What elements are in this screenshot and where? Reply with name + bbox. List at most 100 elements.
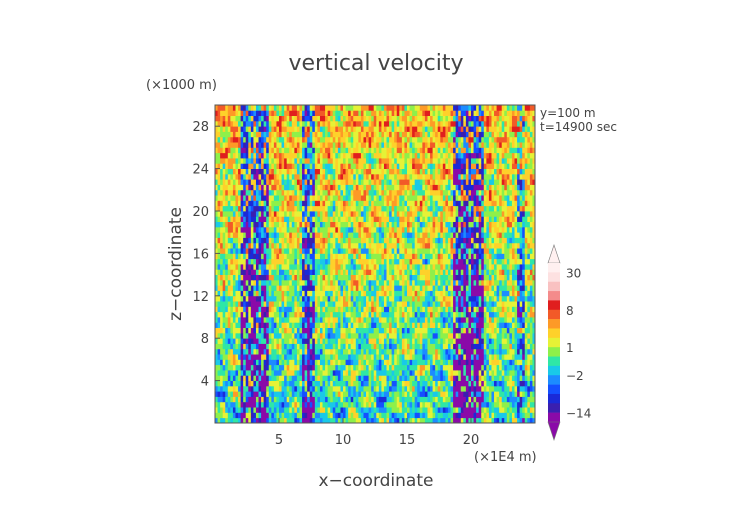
heatmap-cell (483, 407, 487, 413)
heatmap-cell (358, 232, 362, 238)
heatmap-cell (263, 322, 267, 328)
heatmap-cell (404, 348, 408, 355)
heatmap-cell (391, 285, 395, 291)
heatmap-cell (240, 248, 244, 254)
heatmap-cell (230, 211, 234, 217)
heatmap-cell (325, 226, 329, 233)
heatmap-cell (319, 412, 323, 419)
heatmap-cell (445, 401, 449, 408)
heatmap-cell (289, 417, 293, 424)
heatmap-cell (304, 407, 308, 413)
heatmap-cell (430, 232, 433, 238)
heatmap-cell (407, 258, 410, 265)
heatmap-cell (529, 348, 533, 355)
heatmap-cell (463, 348, 467, 355)
heatmap-cell (243, 364, 247, 371)
heatmap-cell (358, 306, 362, 313)
heatmap-cell (314, 232, 318, 238)
heatmap-cell (258, 375, 262, 381)
heatmap-cell (312, 380, 316, 387)
heatmap-cell (366, 258, 369, 265)
heatmap-cell (240, 311, 244, 318)
heatmap-cell (394, 311, 398, 318)
heatmap-cell (447, 322, 451, 328)
heatmap-cell (401, 407, 405, 413)
heatmap-cell (232, 385, 236, 392)
heatmap-cell (412, 354, 416, 360)
heatmap-cell (337, 311, 341, 318)
heatmap-cell (366, 348, 369, 355)
heatmap-cell (427, 232, 431, 238)
heatmap-cell (476, 359, 480, 366)
heatmap-cell (378, 279, 382, 286)
heatmap-cell (424, 274, 428, 281)
heatmap-cell (509, 375, 513, 381)
heatmap-cell (391, 364, 395, 371)
heatmap-cell (494, 343, 497, 350)
heatmap-cell (353, 359, 357, 366)
heatmap-cell (291, 258, 295, 265)
heatmap-cell (253, 364, 257, 371)
heatmap-cell (279, 253, 282, 260)
heatmap-cell (343, 232, 346, 238)
heatmap-cell (455, 216, 459, 222)
heatmap-cell (383, 412, 387, 419)
heatmap-cell (330, 301, 334, 307)
heatmap-cell (532, 264, 536, 270)
heatmap-cell (517, 269, 521, 275)
heatmap-cell (281, 211, 285, 217)
heatmap-cell (276, 295, 280, 302)
heatmap-cell (312, 343, 316, 350)
heatmap-cell (532, 407, 536, 413)
heatmap-cell (430, 237, 433, 244)
heatmap-cell (217, 311, 221, 318)
heatmap-cell (471, 274, 474, 281)
heatmap-cell (450, 375, 454, 381)
heatmap-cell (273, 412, 277, 419)
heatmap-cell (358, 301, 362, 307)
heatmap-cell (253, 375, 257, 381)
heatmap-cell (509, 354, 513, 360)
heatmap-cell (529, 407, 533, 413)
heatmap-cell (496, 317, 500, 323)
heatmap-cell (343, 401, 346, 408)
heatmap-cell (376, 396, 380, 403)
heatmap-cell (471, 322, 474, 328)
heatmap-cell (371, 285, 375, 291)
heatmap-cell (463, 417, 467, 424)
heatmap-cell (414, 295, 418, 302)
heatmap-cell (345, 354, 349, 360)
heatmap-cell (396, 311, 400, 318)
heatmap-cell (417, 242, 421, 249)
heatmap-cell (215, 338, 218, 344)
heatmap-cell (266, 359, 270, 366)
heatmap-cell (383, 306, 387, 313)
heatmap-cell (215, 226, 218, 233)
heatmap-cell (424, 295, 428, 302)
heatmap-cell (378, 396, 382, 403)
heatmap-cell (430, 401, 433, 408)
heatmap-cell (291, 385, 295, 392)
heatmap-cell (522, 264, 526, 270)
heatmap-cell (442, 354, 446, 360)
heatmap-cell (281, 306, 285, 313)
heatmap-cell (517, 242, 521, 249)
heatmap-cell (335, 396, 339, 403)
heatmap-cell (376, 338, 380, 344)
heatmap-cell (422, 306, 426, 313)
heatmap-cell (322, 226, 326, 233)
heatmap-cell (319, 237, 323, 244)
heatmap-cell (273, 391, 277, 397)
heatmap-cell (363, 332, 367, 339)
heatmap-cell (312, 348, 316, 355)
heatmap-cell (230, 412, 234, 419)
heatmap-cell (368, 417, 372, 424)
heatmap-cell (483, 380, 487, 387)
heatmap-cell (524, 221, 528, 228)
heatmap-cell (296, 332, 300, 339)
heatmap-cell (304, 412, 308, 419)
heatmap-cell (235, 311, 239, 318)
heatmap-cell (366, 274, 369, 281)
heatmap-cell (514, 407, 518, 413)
heatmap-cell (266, 375, 270, 381)
